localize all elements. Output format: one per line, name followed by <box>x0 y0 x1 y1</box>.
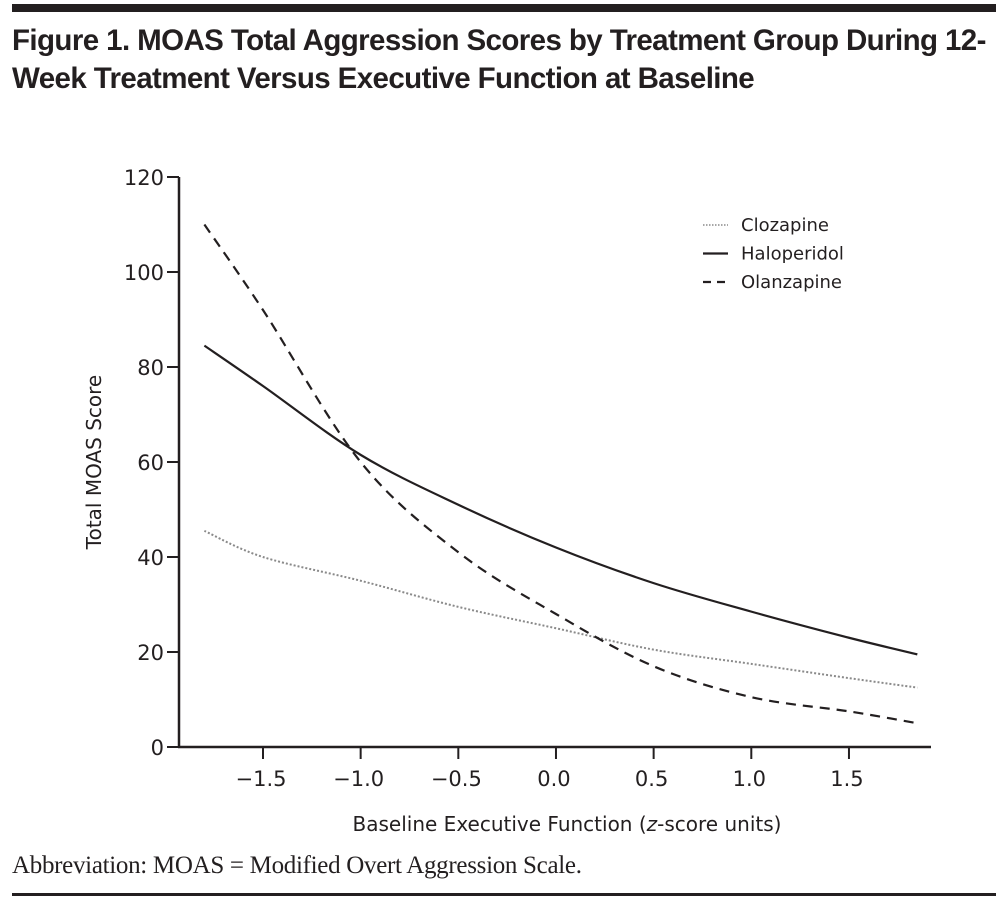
figure-title: Figure 1. MOAS Total Aggression Scores b… <box>12 24 986 95</box>
x-tick-label: −0.5 <box>431 767 482 791</box>
series-line-olanzapine <box>203 223 918 725</box>
y-axis-label: Total MOAS Score <box>82 375 106 550</box>
y-tick-label: 0 <box>151 736 164 760</box>
legend-label-haloperidol: Haloperidol <box>741 244 844 265</box>
series-line-haloperidol <box>203 344 918 656</box>
x-tick-label: 1.0 <box>733 767 766 791</box>
series-line-clozapine <box>203 529 918 689</box>
bottom-rule <box>12 893 996 896</box>
legend: Clozapine Haloperidol Olanzapine <box>703 215 844 293</box>
x-axis-label-part2: -score units) <box>657 812 781 836</box>
y-tick-label: 20 <box>137 641 164 665</box>
x-tick-label: 1.5 <box>830 767 863 791</box>
x-tick-label: −1.0 <box>333 767 384 791</box>
x-tick-label: 0.0 <box>537 767 570 791</box>
footnote: Abbreviation: MOAS = Modified Overt Aggr… <box>12 852 582 879</box>
top-rule <box>12 4 996 12</box>
x-axis-label-italic: z <box>646 812 658 836</box>
y-tick-label: 80 <box>137 356 164 380</box>
x-axis-label: Baseline Executive Function (z-score uni… <box>353 812 782 836</box>
legend-label-clozapine: Clozapine <box>741 215 829 236</box>
y-tick-label: 100 <box>124 261 164 285</box>
y-tick-label: 120 <box>124 166 164 190</box>
series-group <box>203 223 918 725</box>
x-tick-label: −1.5 <box>235 767 286 791</box>
axes: 0 20 40 60 80 100 120 −1.5 −1.0 −0.5 0.0 0.5 1.0 1.5 <box>124 166 931 791</box>
legend-label-olanzapine: Olanzapine <box>741 272 842 293</box>
x-axis-label-part1: Baseline Executive Function ( <box>353 812 647 836</box>
y-tick-label: 60 <box>137 451 164 475</box>
y-tick-label: 40 <box>137 546 164 570</box>
x-tick-label: 0.5 <box>635 767 668 791</box>
